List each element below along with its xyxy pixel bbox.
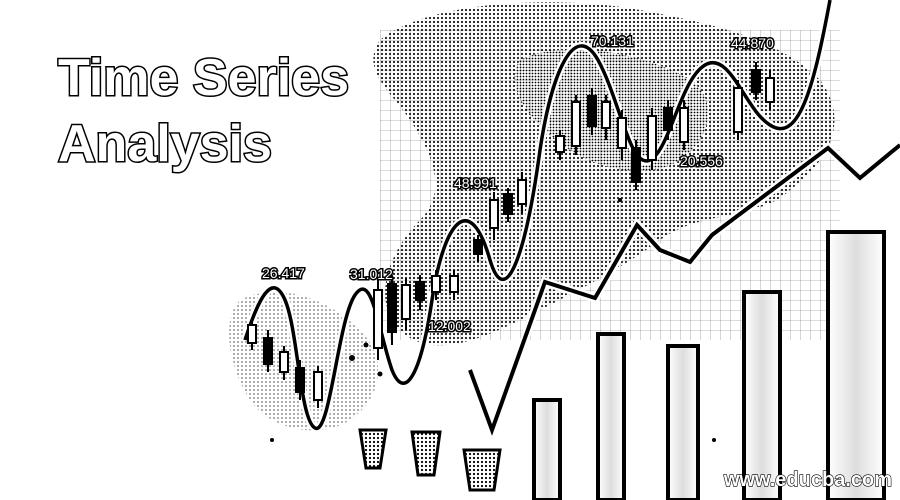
value-label: 20.556 bbox=[680, 153, 723, 169]
dot-markers bbox=[270, 198, 716, 442]
title-line-1: Time Series bbox=[56, 48, 350, 109]
value-label: 44.870 bbox=[731, 35, 774, 51]
value-label: 70.131 bbox=[591, 33, 634, 49]
candlesticks bbox=[247, 62, 775, 408]
watermark: www.educba.com bbox=[723, 468, 892, 491]
trend-line bbox=[465, 141, 900, 444]
title-line-2: Analysis bbox=[57, 114, 274, 175]
value-label: 31.012 bbox=[350, 266, 393, 282]
value-label: 26.417 bbox=[262, 265, 305, 281]
value-label: 12.002 bbox=[428, 318, 471, 334]
value-label: 48.991 bbox=[454, 175, 497, 191]
bars bbox=[358, 230, 886, 500]
value-labels: 26.417 31.012 12.002 48.991 70.131 20.55… bbox=[261, 32, 776, 336]
wave-curve bbox=[241, 0, 834, 433]
